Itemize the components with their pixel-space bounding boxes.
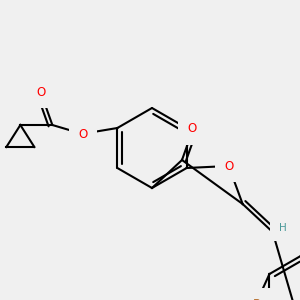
Text: O: O (79, 128, 88, 140)
Text: O: O (224, 160, 233, 172)
Text: O: O (37, 85, 46, 98)
Text: O: O (188, 122, 196, 136)
Text: Br: Br (253, 298, 266, 300)
Text: H: H (279, 223, 286, 233)
